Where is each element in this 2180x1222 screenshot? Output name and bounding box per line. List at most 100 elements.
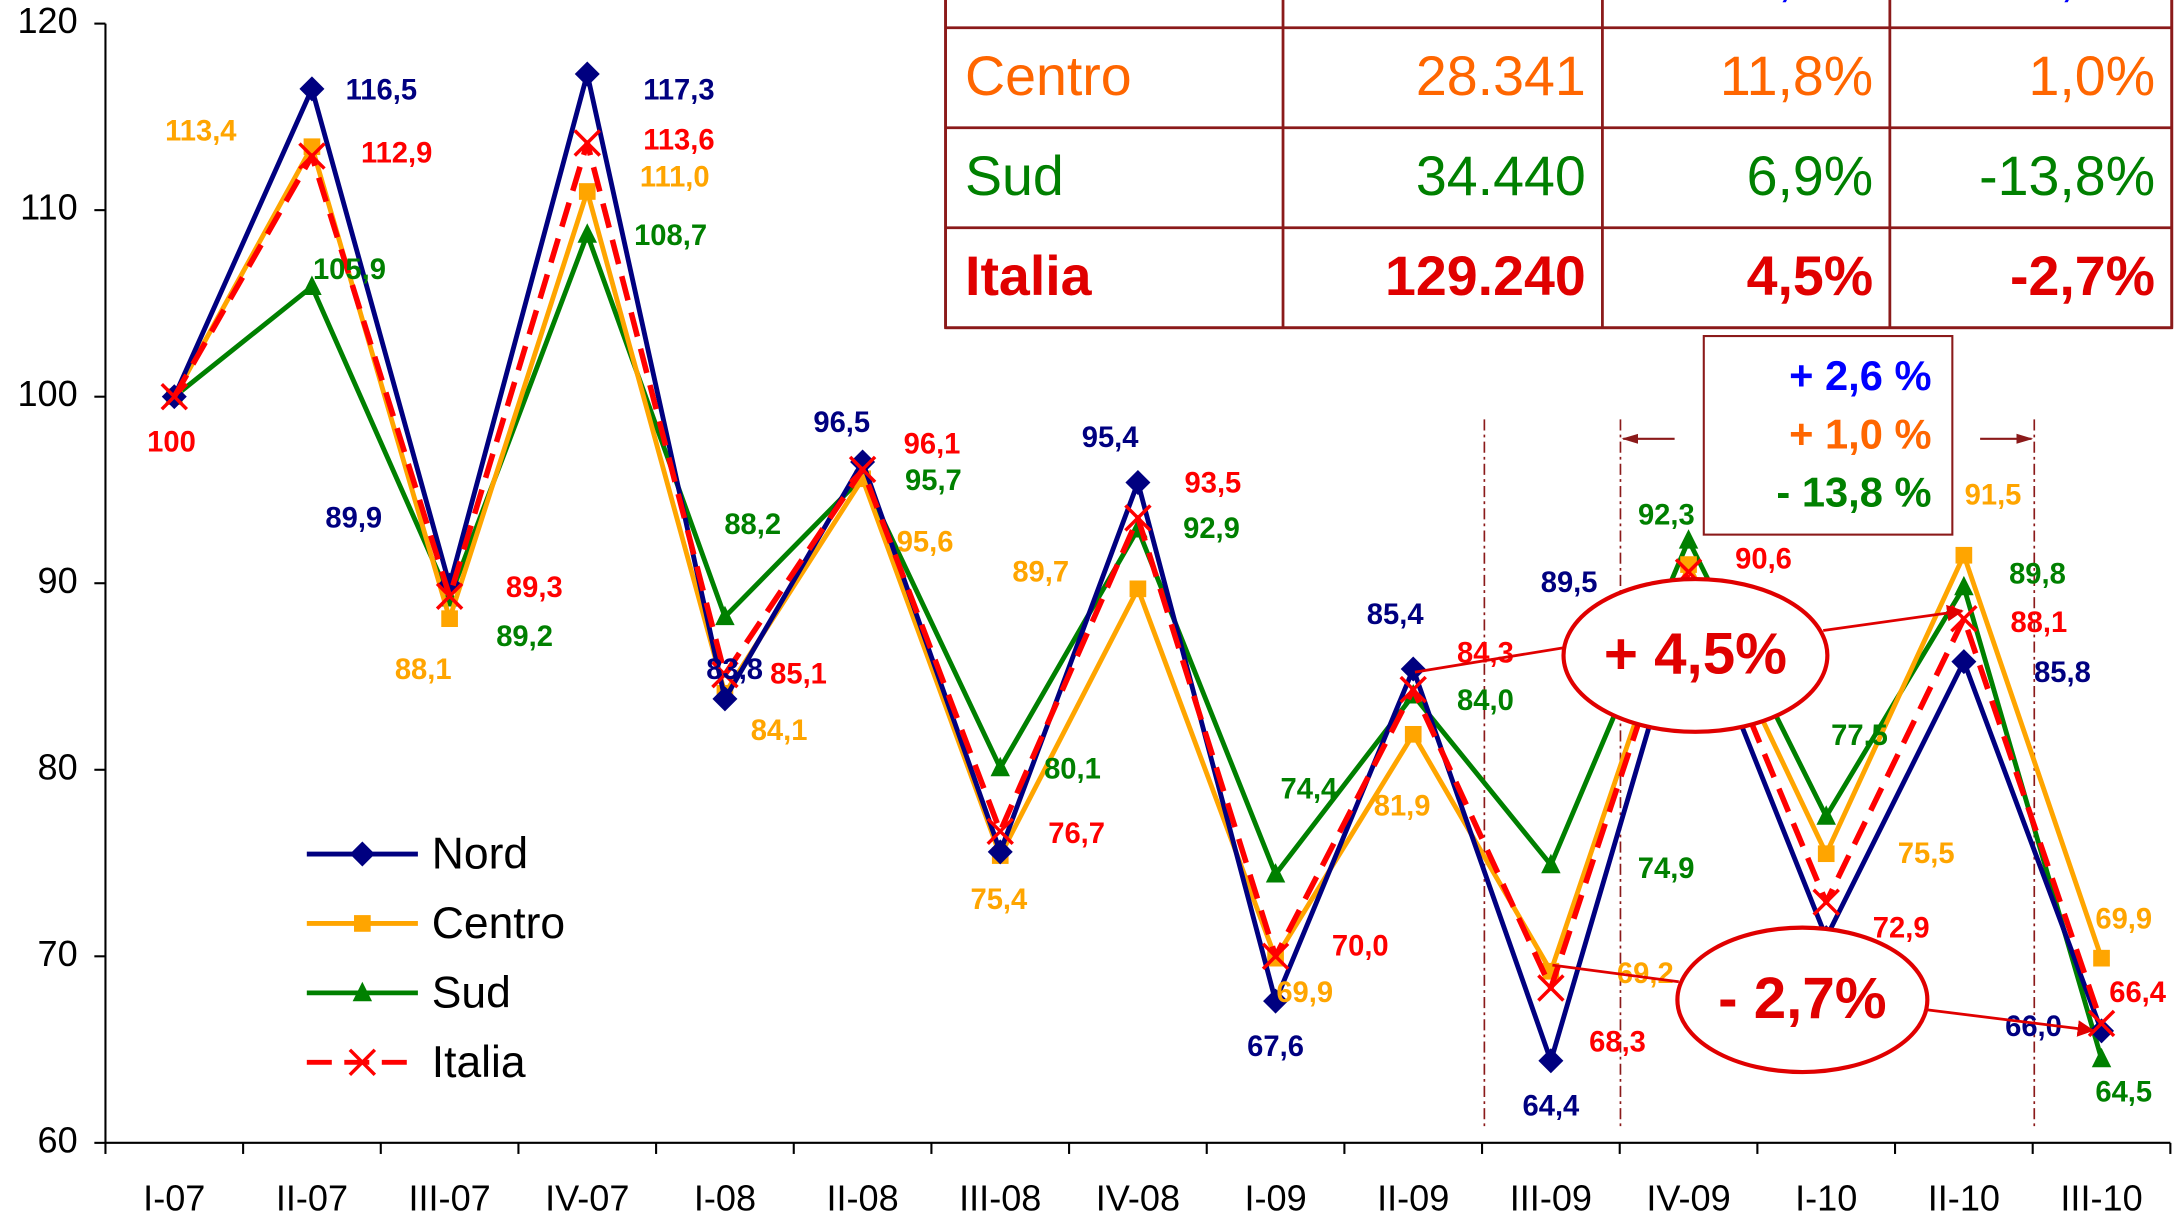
marker (2091, 1047, 2112, 1068)
legend-label: Nord (432, 830, 528, 879)
marker (1125, 469, 1151, 495)
data-label: 72,9 (1873, 913, 1930, 945)
x-tick-label: I-10 (1795, 1178, 1857, 1219)
legend-marker (352, 981, 373, 1002)
x-tick-label: III-09 (1510, 1178, 1592, 1219)
annotation-text: + 2,6 % (1789, 352, 1931, 399)
data-label: 117,3 (643, 75, 714, 107)
data-label: 83,8 (706, 654, 763, 686)
marker (2089, 1018, 2115, 1044)
annotation-text: + 1,0 % (1789, 410, 1931, 457)
data-label: 64,5 (2095, 1076, 2152, 1108)
data-label: 113,4 (165, 116, 237, 148)
data-label: 92,9 (1183, 513, 1240, 545)
table-cell: -2,7% (2010, 245, 2155, 307)
data-label: 67,6 (1247, 1031, 1304, 1063)
x-tick-label: I-09 (1244, 1178, 1306, 1219)
marker (1955, 546, 1973, 564)
data-label: 75,4 (970, 884, 1028, 916)
marker (441, 610, 458, 628)
annotation-line (1414, 645, 1568, 674)
y-tick-label: 70 (38, 933, 78, 974)
y-tick-label: 110 (20, 187, 78, 228)
data-label: 90,6 (1735, 544, 1792, 576)
x-tick-label: III-08 (959, 1178, 1041, 1219)
marker (1404, 725, 1422, 743)
data-label: 89,2 (496, 621, 553, 653)
data-label: 116,5 (346, 74, 417, 106)
marker (987, 839, 1013, 865)
table-cell: 0,3% (1747, 0, 1874, 7)
data-label: 85,4 (1367, 599, 1425, 631)
x-tick-label: III-10 (2060, 1178, 2142, 1219)
data-label: 76,7 (1048, 818, 1105, 850)
x-tick-label: I-07 (143, 1178, 205, 1219)
data-label: 92,3 (1638, 499, 1695, 531)
data-label: 88,2 (724, 509, 781, 541)
legend-label: Sud (432, 968, 511, 1017)
legend-marker (349, 841, 375, 867)
table-cell: 4,5% (1747, 245, 1874, 307)
marker (848, 455, 877, 484)
marker (1124, 504, 1152, 532)
data-label: 88,1 (395, 654, 452, 686)
data-label: 100 (147, 427, 196, 459)
x-tick-label: II-10 (1928, 1178, 2000, 1219)
table-cell: 34.440 (1416, 145, 1586, 207)
data-label: 85,8 (2034, 657, 2091, 689)
y-tick-label: 100 (17, 373, 77, 414)
marker (573, 129, 601, 157)
data-label: 89,5 (1541, 567, 1598, 599)
marker (990, 756, 1010, 777)
y-tick-label: 120 (17, 0, 77, 41)
table-cell: 6,9% (1747, 145, 1874, 207)
data-label: 74,4 (1281, 774, 1339, 806)
data-label: 113,6 (643, 124, 714, 156)
marker (160, 382, 189, 411)
marker (986, 817, 1014, 846)
annotation-text: - 13,8 % (1776, 469, 1931, 516)
table-cell: -13,8% (1979, 145, 2155, 207)
annotation-oval (1561, 576, 1830, 734)
data-label: 68,3 (1589, 1026, 1646, 1058)
table-cell: 66.459 (1416, 0, 1586, 7)
table-cell: 11,8% (1720, 45, 1873, 107)
data-label: 95,6 (897, 527, 954, 559)
marker (1399, 675, 1427, 704)
data-label: 64,4 (1523, 1091, 1581, 1123)
marker (1263, 988, 1289, 1014)
data-label: 66,0 (2005, 1011, 2062, 1043)
data-label: 89,7 (1012, 556, 1069, 588)
annotation-box (1702, 335, 1954, 536)
table-bg (944, 0, 2174, 330)
x-tick-label: II-07 (276, 1178, 348, 1219)
data-label: 89,3 (506, 572, 563, 604)
y-tick-label: 90 (38, 560, 78, 601)
data-label: 95,4 (1082, 422, 1140, 454)
x-tick-label: IV-07 (545, 1178, 629, 1219)
data-label: 69,9 (2095, 903, 2152, 935)
table-cell: Italia (965, 245, 1093, 307)
data-label: 89,8 (2009, 559, 2066, 591)
x-tick-label: II-09 (1377, 1178, 1449, 1219)
marker (1129, 580, 1147, 598)
table-cell: 28.341 (1416, 45, 1586, 107)
x-tick-label: IV-08 (1096, 1178, 1180, 1219)
marker (1261, 942, 1290, 971)
data-label: 66,4 (2109, 977, 2167, 1009)
data-label: 81,9 (1374, 791, 1431, 823)
data-label: 85,1 (770, 659, 827, 691)
marker (715, 605, 735, 626)
data-label: 108,7 (634, 220, 707, 252)
y-tick-label: 80 (38, 746, 78, 787)
marker (712, 686, 738, 712)
marker (1678, 529, 1699, 549)
marker (578, 183, 596, 200)
data-label: 69,9 (1276, 977, 1333, 1009)
marker (577, 223, 597, 243)
x-tick-label: III-07 (408, 1178, 490, 1219)
marker (711, 660, 739, 689)
annotation-arrow (1823, 604, 1964, 632)
data-label: 93,5 (1185, 467, 1242, 499)
